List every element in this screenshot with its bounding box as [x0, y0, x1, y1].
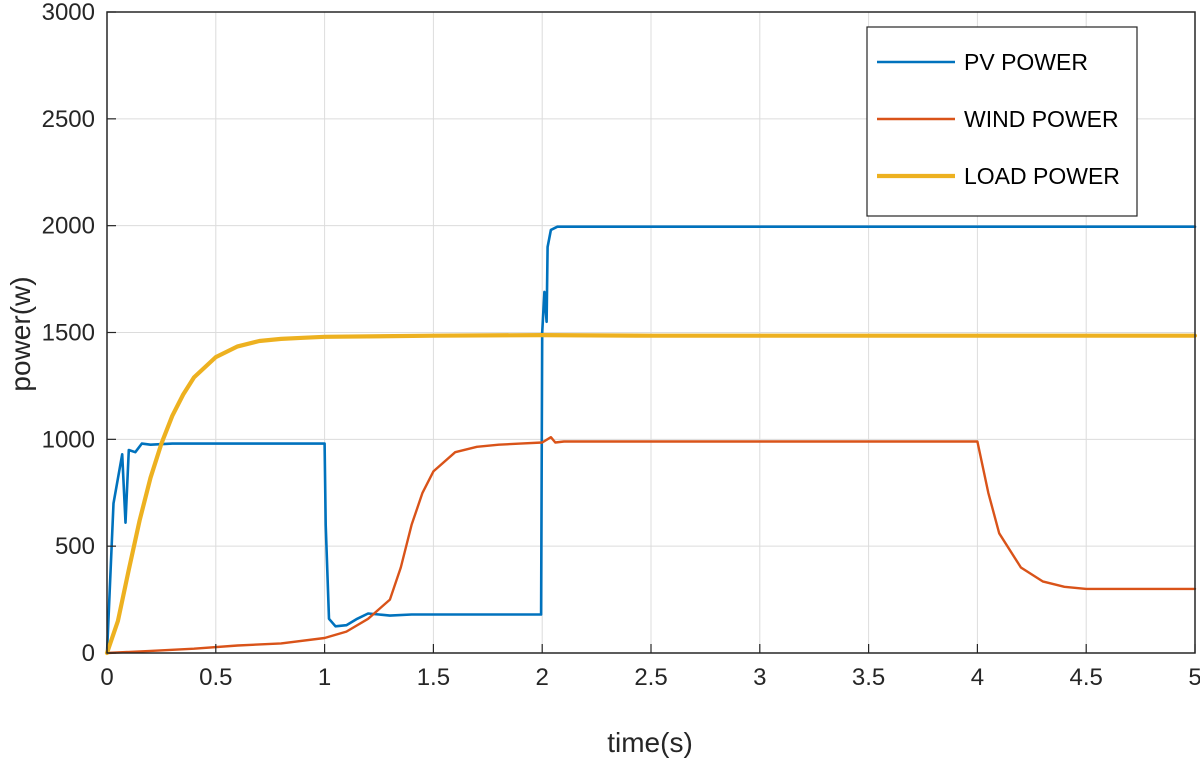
legend-label: PV POWER [964, 49, 1088, 75]
legend: PV POWER WIND POWER LOAD POWER [866, 26, 1138, 217]
series-line-0 [105, 225, 1197, 655]
x-tick-label: 4.5 [1070, 664, 1103, 691]
y-tick-label: 2000 [42, 213, 95, 240]
y-tick-label: 1000 [42, 426, 95, 453]
legend-box [866, 26, 1138, 217]
y-axis-label: power(w) [5, 276, 36, 391]
x-tick-label: 3 [753, 664, 766, 691]
y-tick-label: 1500 [42, 320, 95, 347]
y-axis-ticks: 0 500 1000 1500 2000 2500 3000 [42, 0, 116, 667]
y-tick-label: 2500 [42, 106, 95, 133]
x-tick-label: 1.5 [417, 664, 450, 691]
x-axis-ticks: 0 0.5 1 1.5 2 2.5 3 3.5 4 4.5 5 [100, 644, 1200, 691]
x-tick-label: 5 [1188, 664, 1200, 691]
x-tick-label: 1 [318, 664, 331, 691]
y-tick-label: 500 [55, 533, 95, 560]
x-tick-label: 0 [100, 664, 113, 691]
x-axis-label: time(s) [607, 727, 693, 758]
y-tick-label: 3000 [42, 0, 95, 26]
series-line-2 [104, 333, 1198, 656]
series-lines [104, 225, 1198, 656]
y-tick-label: 0 [82, 640, 95, 667]
series-line-1 [105, 436, 1197, 655]
x-tick-label: 2 [536, 664, 549, 691]
x-tick-label: 0.5 [199, 664, 232, 691]
x-tick-label: 3.5 [852, 664, 885, 691]
x-tick-label: 2.5 [634, 664, 667, 691]
legend-label: WIND POWER [964, 106, 1119, 132]
x-tick-label: 4 [971, 664, 984, 691]
legend-label: LOAD POWER [964, 163, 1120, 189]
